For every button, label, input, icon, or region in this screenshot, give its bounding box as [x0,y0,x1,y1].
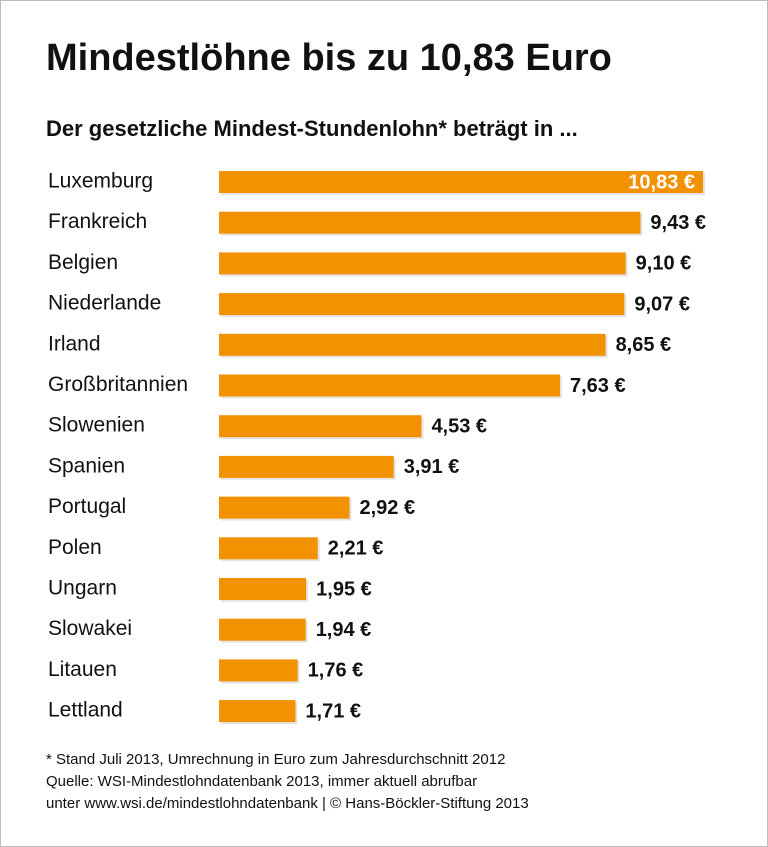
value-label: 1,76 € [308,660,364,682]
category-label: Spanien [48,454,125,477]
value-label: 10,83 € [628,171,695,193]
category-label: Ungarn [48,577,117,600]
category-label: Irland [48,332,101,355]
value-label: 2,92 € [359,497,415,519]
footnote: * Stand Juli 2013, Umrechnung in Euro zu… [46,751,505,768]
bar [219,374,560,397]
bar [219,537,318,560]
category-label: Polen [48,536,102,559]
category-label: Luxemburg [48,170,153,193]
value-label: 9,07 € [634,293,690,315]
footnote: unter www.wsi.de/mindestlohndatenbank | … [46,795,529,812]
bar [219,578,307,600]
category-label: Slowenien [48,414,145,437]
footnote: Quelle: WSI-Mindestlohndatenbank 2013, i… [46,773,477,790]
bar [219,496,350,519]
value-label: 3,91 € [404,456,460,478]
bar [219,455,394,478]
value-label: 9,43 € [650,212,706,234]
category-label: Slowakei [48,617,132,640]
value-label: 2,21 € [328,538,384,560]
bar [219,659,298,682]
category-label: Portugal [48,495,126,518]
value-label: 7,63 € [570,375,626,397]
bar [219,618,306,641]
bar [219,293,625,316]
bar [219,333,606,356]
bar [219,700,296,723]
bar [219,252,626,275]
value-label: 9,10 € [636,253,692,275]
bar [219,415,422,438]
category-label: Lettland [48,699,123,722]
value-label: 1,95 € [316,578,372,600]
category-label: Großbritannien [48,373,188,396]
value-label: 1,94 € [316,619,372,641]
value-label: 8,65 € [616,334,672,356]
category-label: Niederlande [48,292,161,315]
chart-subtitle: Der gesetzliche Mindest-Stundenlohn* bet… [46,116,578,141]
value-label: 1,71 € [305,700,361,722]
value-label: 4,53 € [431,415,487,437]
chart-title: Mindestlöhne bis zu 10,83 Euro [46,37,612,79]
category-label: Belgien [48,251,118,274]
bar [219,171,703,193]
bar [219,211,641,234]
category-label: Frankreich [48,210,147,233]
category-label: Litauen [48,658,117,681]
